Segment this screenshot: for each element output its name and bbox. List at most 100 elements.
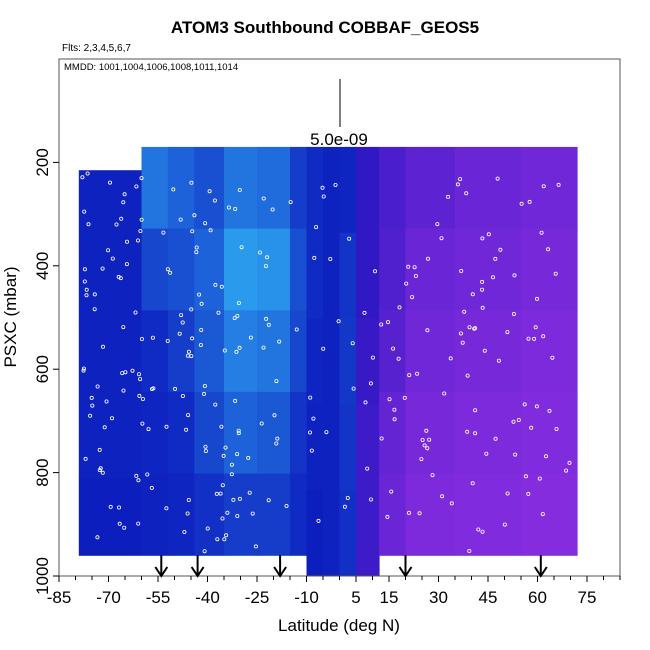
sample-point [460,340,465,345]
heatmap-cell [167,228,195,311]
sample-point [495,176,500,181]
sample-point [321,346,326,351]
heatmap-cells [78,146,578,576]
heatmap-cell [257,310,291,393]
sample-point [239,245,244,250]
sample-point [97,468,102,473]
sample-point [351,386,356,391]
heatmap-cell [78,478,142,556]
sample-point [556,182,561,187]
sample-point [140,396,145,401]
sample-point [189,354,194,359]
sample-point [526,336,531,341]
heatmap-cell [339,404,357,491]
sample-point [440,494,445,499]
sample-point [259,421,264,426]
sample-point [392,417,397,422]
x-tick-label: 5 [351,588,360,607]
heatmap-cell [194,146,225,230]
sample-point [345,495,350,500]
heatmap-cell [356,490,380,576]
sample-point [407,373,412,378]
sample-point [121,325,126,330]
sample-point [397,305,402,310]
heatmap-cell [306,318,324,405]
sample-point [124,262,129,267]
dates-note: MMDD: 1001,1004,1006,1008,1011,1014 [64,62,239,73]
sample-point [493,436,498,441]
arrow-head [154,566,169,578]
sample-point [213,402,218,407]
sample-point [119,216,124,221]
sample-point [486,232,491,237]
heatmap-cell [306,232,324,319]
sample-point [136,521,141,526]
sample-point [82,279,87,284]
x-tick-label: -40 [195,588,220,607]
sample-point [511,419,516,424]
sample-point [232,316,237,321]
sample-point [427,437,432,442]
sample-point [529,425,534,430]
heatmap-cell [356,232,380,319]
sample-point [396,356,401,361]
heatmap-cell [290,228,307,311]
sample-point [221,453,226,458]
sample-point [130,368,135,373]
sample-point [110,416,115,421]
sample-point [527,199,532,204]
sample-point [226,205,231,210]
sample-point [102,425,107,430]
sample-point [272,413,277,418]
sample-point [164,424,169,429]
sample-point [222,537,227,542]
sample-point [324,430,329,435]
sample-point [104,399,109,404]
y-tick-label: 800 [33,458,52,486]
sample-point [85,171,90,176]
sample-point [410,295,415,300]
heatmap-cell [521,146,578,230]
heatmap-cell [78,247,142,325]
heatmap-cell [224,310,258,393]
flights-note: Flts: 2,3,4,5,6,7 [62,43,131,54]
sample-point [473,431,478,436]
sample-point [449,501,454,506]
heatmap-cell [78,324,142,402]
heatmap-cell [257,228,291,311]
sample-point [368,381,373,386]
sample-point [168,270,173,275]
flight-arrows [154,555,548,578]
sample-point [84,293,89,298]
sample-point [513,452,518,457]
sample-point [505,330,510,335]
sample-point [406,264,411,269]
heatmap-cell [521,473,578,556]
heatmap-cell [455,391,522,475]
sample-point [445,194,450,199]
sample-point [237,496,242,501]
heatmap-cell [323,404,340,491]
sample-points [80,171,572,554]
heatmap-cell [141,228,169,311]
sample-point [201,391,206,396]
sample-point [311,416,316,421]
sample-point [88,413,93,418]
sample-point [125,239,130,244]
sample-point [430,473,435,478]
sample-point [362,310,367,315]
heatmap-cell [521,228,578,311]
sample-point [541,184,546,189]
sample-point [247,490,252,495]
sample-point [535,296,540,301]
arrow-head [398,566,413,578]
sample-point [526,491,531,496]
sample-point [465,373,470,378]
sample-point [417,511,422,516]
sample-point [81,366,86,371]
sample-point [222,348,227,353]
sample-point [314,225,319,230]
sample-point [328,256,333,261]
sample-point [149,386,154,391]
sample-point [235,452,240,457]
